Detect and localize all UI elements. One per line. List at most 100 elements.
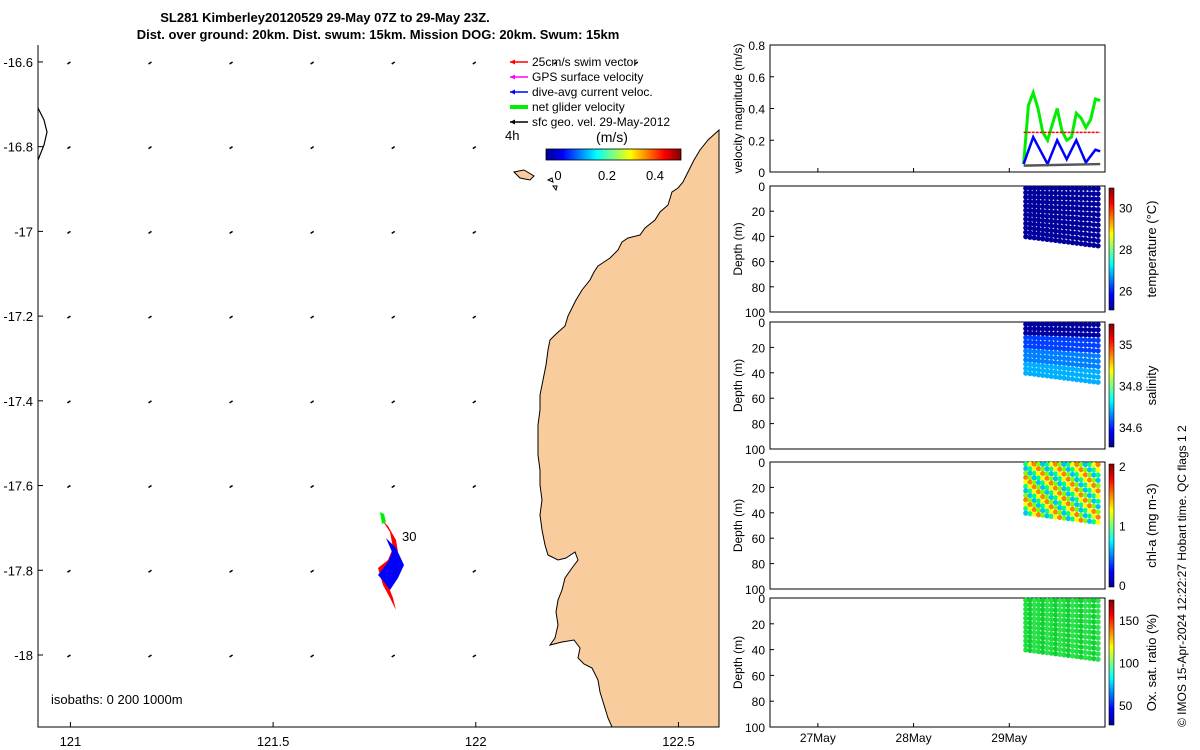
profile-sample [1027,221,1033,227]
profile-data-block [1023,597,1101,662]
legend-arrowhead [510,119,515,125]
depth-tick-label: 60 [752,256,766,270]
profile-sample [1065,346,1071,352]
profile-panel: 0 20 40 60 80 100 Depth (m) 0 1 2 chl-a (mg m-3) [731,456,1159,597]
profile-sample [1095,635,1101,641]
profile-sample [1078,337,1084,343]
vector-arrow [391,484,396,489]
profile-sample [1023,220,1029,227]
vector-arrow [67,230,71,235]
profile-sample [1052,340,1059,347]
profile-sample [1086,216,1093,222]
profile-sample [1023,234,1029,240]
profile-sample [1027,190,1033,196]
profile-data-block [1023,185,1101,249]
profile-sample [1048,223,1054,229]
profile-sample [1091,656,1097,662]
profile-sample [1035,498,1042,504]
profile-sample [1031,362,1037,368]
profile-sample [1040,470,1046,477]
profile-sample [1069,331,1076,338]
profile-sample [1023,488,1029,494]
profile-sample [1048,359,1054,365]
profile-sample [1095,624,1101,630]
vector-arrow [229,315,233,319]
profile-sample [1044,190,1050,196]
profile-sample [1086,226,1093,233]
profile-sample [1069,491,1076,497]
profile-sample [1023,361,1029,367]
profile-sample [1069,501,1076,507]
profile-sample [1035,475,1042,481]
profile-sample [1023,348,1029,354]
profile-sample [1052,602,1059,608]
profile-sample [1031,466,1037,472]
profile-sample [1061,647,1067,653]
profile-sample [1061,351,1067,357]
profile-sample [1082,623,1088,630]
profile-sample [1069,326,1076,333]
profile-sample [1027,335,1033,341]
profile-sample [1035,199,1042,205]
colorbar-tick-label: 26 [1119,284,1133,298]
profile-sample [1031,357,1037,364]
profile-sample [1086,221,1093,227]
profile-sample [1031,629,1037,636]
profile-sample [1057,466,1063,472]
profile-sample [1044,373,1050,379]
profile-sample [1086,618,1093,625]
profile-sample [1031,326,1037,332]
depth-tick-label: 20 [752,205,766,219]
profile-sample [1031,235,1037,241]
profile-sample [1044,185,1050,191]
profile-sample [1069,321,1076,328]
profile-sample [1065,476,1071,482]
profile-sample [1023,620,1029,626]
profile-sample [1052,185,1059,191]
velocity-y-tick-label: 0.2 [748,134,765,148]
profile-sample [1061,466,1067,472]
profile-sample [1035,335,1042,341]
profile-sample [1095,640,1101,646]
profile-sample [1048,617,1054,623]
profile-sample [1035,212,1042,219]
profile-sample [1052,514,1059,520]
profile-sample [1040,635,1046,641]
profile-sample [1057,360,1063,366]
profile-sample [1061,622,1067,628]
profile-sample [1048,185,1054,191]
profile-sample [1057,612,1063,618]
profile-sample [1040,494,1046,500]
profile-sample [1048,607,1054,613]
profile-sample [1091,472,1097,478]
profile-sample [1061,632,1067,638]
profile-sample [1048,602,1054,608]
profile-sample [1074,643,1080,649]
profile-sample [1091,519,1097,525]
profile-sample [1027,212,1033,218]
velocity-y-tick-label: 0.4 [748,103,765,117]
profile-sample [1086,508,1093,514]
profile-sample [1095,598,1101,604]
profile-sample [1065,200,1071,206]
profile-sample [1044,195,1050,201]
profile-sample [1023,497,1029,503]
profile-sample [1023,334,1029,341]
profile-sample [1095,498,1101,504]
vector-arrow [310,61,315,65]
profile-sample [1074,341,1080,348]
profile-sample [1086,196,1093,202]
profile-sample [1082,211,1088,217]
profile-sample [1052,355,1059,361]
profile-sample [1057,238,1063,244]
profile-sample [1048,354,1054,361]
profile-sample [1061,346,1067,352]
profile-sample [1023,357,1029,363]
profile-sample [1031,479,1037,486]
profile-sample [1086,321,1093,328]
profile-sample [1061,365,1067,371]
legend-arrowhead [510,59,515,65]
profile-sample [1078,512,1084,518]
profile-sample [1052,612,1059,618]
profile-sample [1027,488,1033,494]
